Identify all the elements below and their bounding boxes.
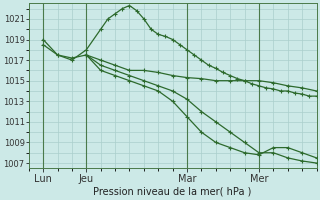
X-axis label: Pression niveau de la mer( hPa ): Pression niveau de la mer( hPa ) [93,187,252,197]
